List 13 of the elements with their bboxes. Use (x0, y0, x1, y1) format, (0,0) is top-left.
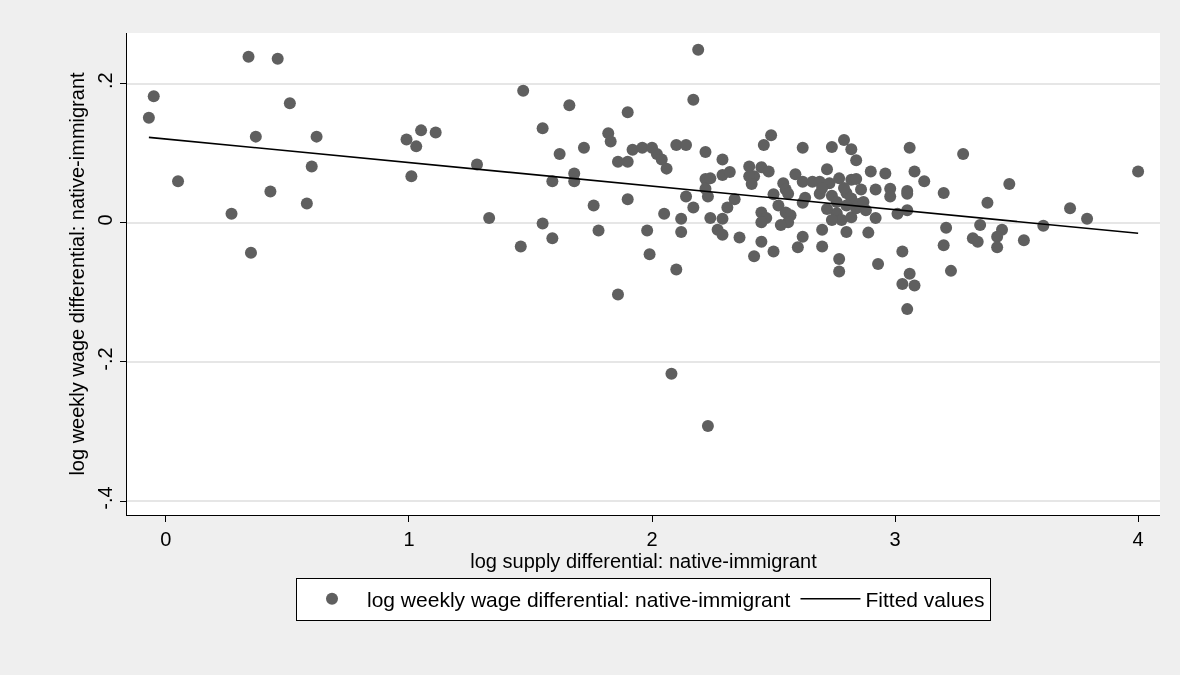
x-tick-label: 3 (889, 528, 901, 550)
legend-label: log weekly wage differential: native-immigrant (367, 588, 791, 611)
x-axis-title: log supply differential: native-immigrant (470, 550, 818, 572)
x-tick-label: 2 (646, 528, 658, 550)
x-tick-label: 0 (160, 528, 172, 550)
x-tick-label: 1 (403, 528, 415, 550)
legend-label: Fitted values (865, 588, 985, 611)
x-tick-label: 4 (1132, 528, 1144, 550)
y-tick-label: 0 (94, 214, 116, 226)
y-tick-label: -.2 (94, 347, 116, 371)
y-tick-label: .2 (94, 72, 116, 90)
y-tick-label: -.4 (94, 486, 116, 510)
y-axis-title: log weekly wage differential: native-immigrant (65, 71, 88, 476)
